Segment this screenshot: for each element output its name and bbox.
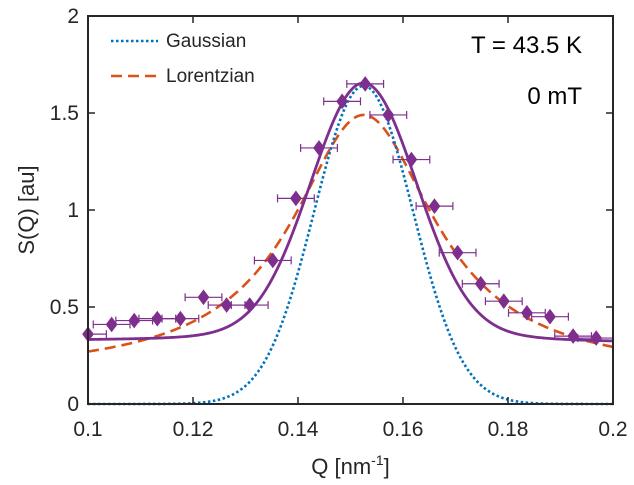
annotation-temperature: T = 43.5 K	[471, 32, 582, 59]
data-point	[253, 252, 292, 269]
diamond-marker	[497, 293, 510, 310]
y-tick-label: 1	[67, 199, 79, 222]
data-point	[461, 275, 500, 292]
diamond-marker	[590, 330, 603, 346]
diamond-marker	[151, 310, 164, 327]
data-point	[92, 316, 131, 333]
data-point	[207, 297, 246, 313]
y-tick-label: 0	[67, 393, 79, 416]
x-axis-label-base: Q [nm	[311, 454, 371, 479]
lorentzian-curve	[87, 113, 614, 353]
x-tick-label: 0.2	[598, 418, 627, 441]
diamond-marker	[405, 151, 418, 168]
data-point	[531, 308, 569, 325]
diamond-marker	[428, 198, 441, 214]
data-point	[369, 107, 408, 123]
diamond-marker	[220, 297, 233, 313]
data-point	[392, 151, 431, 168]
data-point	[484, 293, 523, 310]
y-tick-label: 2	[67, 5, 79, 28]
diamond-marker	[105, 316, 118, 333]
x-tick-label: 0.1	[73, 418, 102, 441]
data-point	[415, 198, 454, 214]
diamond-marker	[290, 190, 302, 207]
diamond-marker	[243, 297, 256, 313]
data-point	[438, 244, 477, 261]
diamond-marker	[521, 304, 533, 321]
diamond-marker	[451, 244, 464, 261]
data-point	[300, 140, 338, 156]
curves	[87, 81, 614, 406]
fit-curve	[87, 81, 614, 343]
data-point	[507, 304, 546, 321]
tick-labels: 0.1 0.12 0.14 0.16 0.18 0.2 0 0.5 1 1.5 2	[50, 5, 628, 441]
diamond-marker	[128, 312, 141, 329]
data-point	[161, 310, 200, 327]
data-point	[276, 190, 315, 207]
data-point	[577, 330, 614, 346]
diamond-marker	[313, 140, 325, 156]
y-tick-label: 0.5	[50, 296, 79, 319]
data-point	[230, 297, 269, 313]
x-tick-label: 0.16	[383, 418, 424, 441]
annotation-field: 0 mT	[527, 83, 582, 110]
data-point	[323, 93, 362, 110]
x-axis-label-bracket: ]	[384, 454, 390, 479]
data-point	[554, 328, 593, 344]
x-tick-label: 0.18	[488, 418, 529, 441]
diamond-marker	[197, 289, 210, 306]
data-markers	[82, 76, 614, 346]
diamond-marker	[336, 93, 348, 110]
data-point	[184, 289, 223, 306]
diamond-marker	[474, 275, 487, 292]
diamond-marker	[359, 76, 372, 92]
y-tick-label: 1.5	[50, 102, 79, 125]
diamond-marker	[174, 310, 187, 327]
gaussian-curve	[88, 84, 613, 406]
x-tick-label: 0.12	[173, 418, 214, 441]
x-tick-label: 0.14	[278, 418, 319, 441]
diamond-marker	[544, 308, 556, 325]
data-point	[138, 310, 177, 327]
x-axis-label-superscript: -1	[371, 452, 384, 468]
data-point	[115, 312, 154, 329]
diamond-marker	[382, 107, 395, 123]
x-axis-label: Q [nm-1]	[311, 452, 389, 479]
y-axis-label: S(Q) [au]	[14, 165, 39, 254]
legend-label-lorentzian: Lorentzian	[166, 66, 255, 87]
data-point	[346, 76, 385, 92]
legend-label-gaussian: Gaussian	[166, 31, 246, 52]
legend: Gaussian Lorentzian	[111, 31, 255, 87]
plot-area-frame	[87, 15, 614, 405]
diamond-marker	[266, 252, 279, 269]
diamond-marker	[567, 328, 579, 344]
